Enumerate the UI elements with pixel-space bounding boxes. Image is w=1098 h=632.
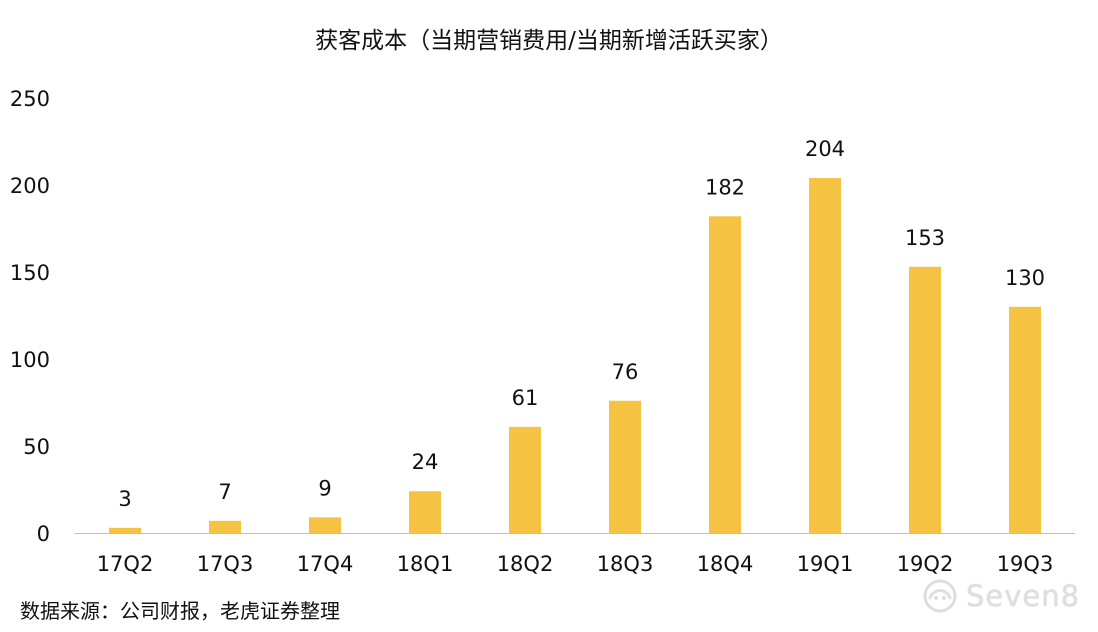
x-tick-label-19Q2: 19Q2 xyxy=(897,552,954,576)
x-tick-label-17Q2: 17Q2 xyxy=(97,552,154,576)
data-label-17Q4: 9 xyxy=(318,476,331,500)
bar-18Q1 xyxy=(409,491,441,533)
data-label-18Q1: 24 xyxy=(412,450,439,474)
bar-series xyxy=(109,178,1041,534)
data-label-18Q4: 182 xyxy=(705,175,745,199)
y-tick-label: 0 xyxy=(37,522,50,546)
bar-17Q3 xyxy=(209,520,241,533)
x-axis-tick-labels: 17Q2 17Q3 17Q4 18Q1 18Q2 18Q3 18Q4 19Q1 19Q2 19Q3 xyxy=(97,552,1054,576)
bar-19Q1 xyxy=(809,178,841,534)
bar-18Q3 xyxy=(609,400,641,533)
x-tick-label-17Q3: 17Q3 xyxy=(197,552,254,576)
watermark-text: Seven8 xyxy=(966,579,1081,613)
x-tick-label-18Q3: 18Q3 xyxy=(597,552,654,576)
x-tick-label-18Q2: 18Q2 xyxy=(497,552,554,576)
bar-19Q2 xyxy=(909,266,941,533)
source-note: 数据来源：公司财报，老虎证券整理 xyxy=(20,599,340,623)
data-label-17Q3: 7 xyxy=(218,480,231,504)
data-label-19Q2: 153 xyxy=(905,226,945,250)
y-tick-label: 250 xyxy=(10,87,50,111)
data-label-18Q2: 61 xyxy=(512,386,539,410)
y-tick-label: 150 xyxy=(10,261,50,285)
bar-18Q4 xyxy=(709,216,741,533)
chart-title: 获客成本（当期营销费用/当期新增活跃买家） xyxy=(315,28,783,54)
x-tick-label-18Q4: 18Q4 xyxy=(697,552,754,576)
bar-17Q4 xyxy=(309,517,341,533)
bar-19Q3 xyxy=(1009,306,1041,533)
bar-17Q2 xyxy=(109,527,141,533)
y-axis-tick-labels: 0 50 100 150 200 250 xyxy=(10,87,50,546)
y-tick-label: 100 xyxy=(10,348,50,372)
data-labels: 3 7 9 24 61 76 182 204 153 130 xyxy=(118,137,1045,511)
watermark-icon xyxy=(923,579,957,613)
bar-18Q2 xyxy=(509,426,541,533)
x-tick-label-19Q3: 19Q3 xyxy=(997,552,1054,576)
x-tick-label-18Q1: 18Q1 xyxy=(397,552,454,576)
data-label-19Q1: 204 xyxy=(805,137,845,161)
x-tick-label-19Q1: 19Q1 xyxy=(797,552,854,576)
data-label-19Q3: 130 xyxy=(1005,266,1045,290)
x-tick-label-17Q4: 17Q4 xyxy=(297,552,354,576)
data-label-17Q2: 3 xyxy=(118,487,131,511)
watermark: Seven8 xyxy=(922,570,1090,622)
y-tick-label: 50 xyxy=(23,435,50,459)
y-tick-label: 200 xyxy=(10,174,50,198)
data-label-18Q3: 76 xyxy=(612,360,639,384)
